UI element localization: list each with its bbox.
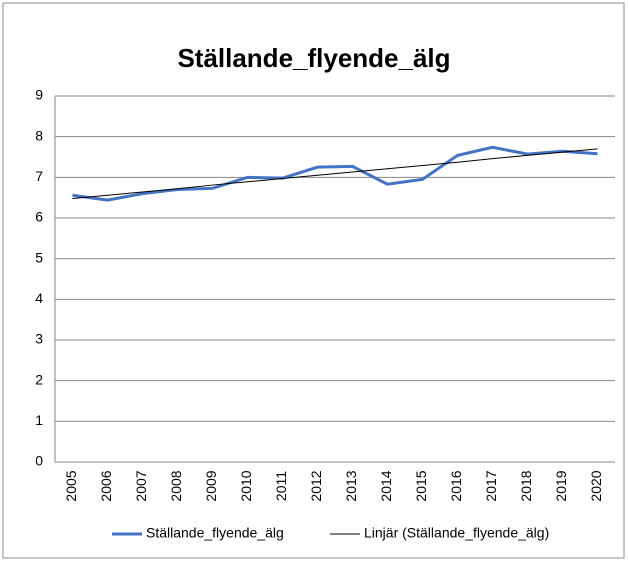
x-tick-label: 2009 [203,470,219,501]
x-tick-label: 2007 [133,470,149,501]
x-tick-label: 2006 [98,470,114,501]
x-tick-label: 2015 [413,470,429,501]
x-tick-label: 2012 [308,470,324,501]
y-tick-label: 9 [35,87,43,103]
x-tick-label: 2011 [273,471,289,501]
series-line [72,148,598,199]
y-tick-label: 8 [35,127,43,143]
y-tick-label: 7 [35,168,43,184]
x-tick-label: 2016 [448,470,464,501]
x-tick-label: 2005 [63,470,79,501]
y-tick-label: 1 [35,412,43,428]
x-tick-label: 2019 [553,470,569,501]
x-tick-label: 2013 [343,470,359,501]
chart-title: Ställande_flyende_älg [177,43,450,73]
y-tick-label: 0 [35,453,43,469]
y-tick-label: 3 [35,331,43,347]
series-line [72,145,598,202]
x-tick-label: 2008 [168,470,184,501]
x-tick-label: 2010 [238,470,254,501]
y-tick-label: 2 [35,371,43,387]
x-tick-label: 2020 [588,470,604,501]
y-tick-label: 6 [35,209,43,225]
x-tick-label: 2017 [483,470,499,501]
legend-label: Linjär (Ställande_flyende_älg) [364,525,549,541]
x-tick-label: 2014 [378,470,394,501]
y-tick-label: 4 [35,290,43,306]
legend-label: Ställande_flyende_älg [146,525,284,541]
x-tick-label: 2018 [518,470,534,501]
y-tick-label: 5 [35,249,43,265]
